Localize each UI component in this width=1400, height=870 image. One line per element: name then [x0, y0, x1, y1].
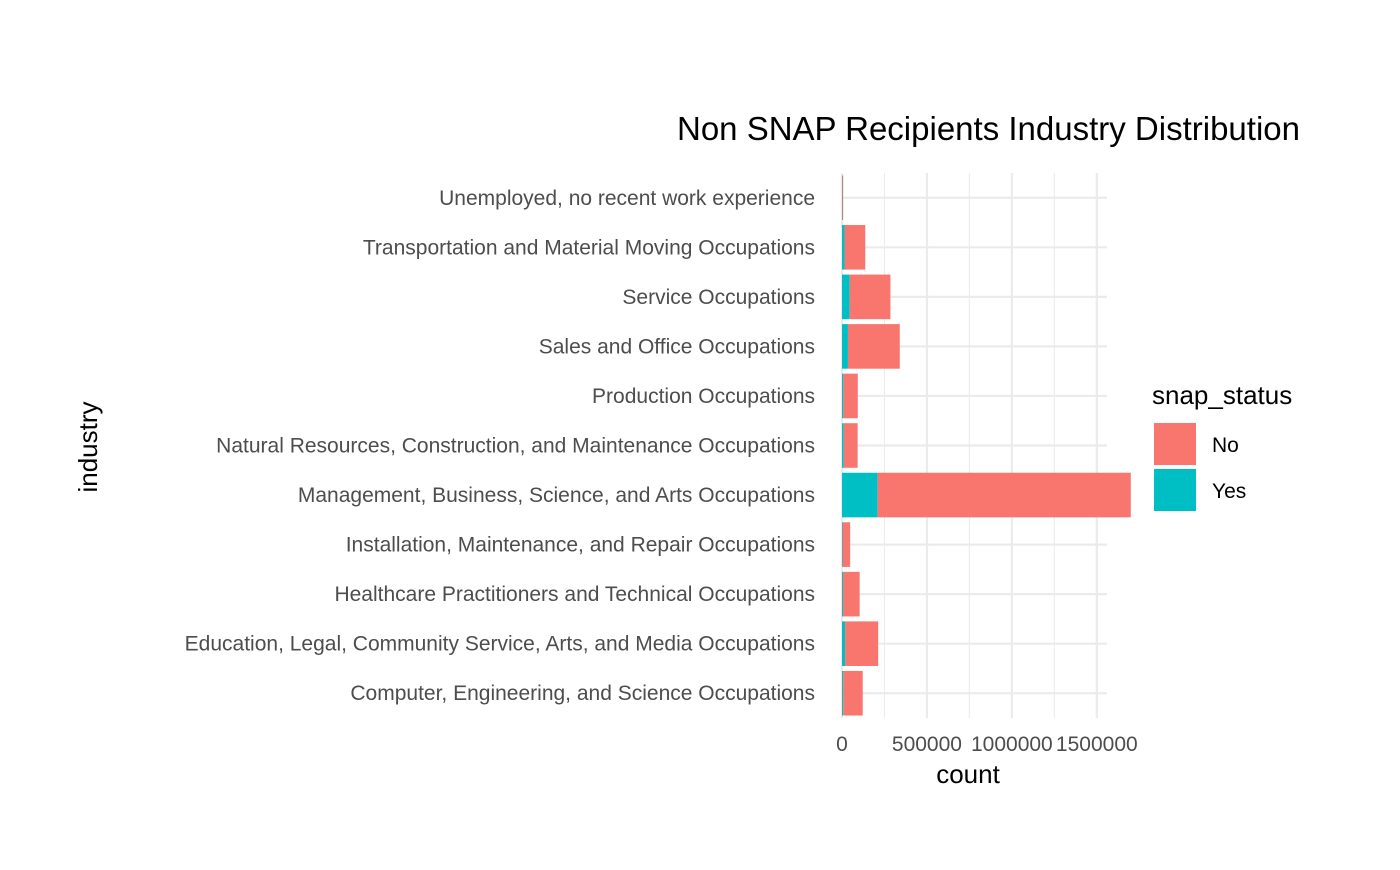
- bar-no: [843, 373, 858, 419]
- y-tick-label: Management, Business, Science, and Arts …: [298, 484, 815, 507]
- bar-no: [842, 175, 844, 221]
- bar-yes: [842, 522, 843, 567]
- bar-yes: [842, 621, 846, 666]
- y-axis-title: industry: [73, 401, 103, 492]
- bar-no: [849, 274, 891, 320]
- x-tick-label: 1000000: [971, 733, 1053, 756]
- y-tick-label: Transportation and Material Moving Occup…: [363, 236, 815, 259]
- bar-layer: [842, 175, 1131, 716]
- bar-yes: [842, 274, 850, 320]
- y-tick-label: Natural Resources, Construction, and Mai…: [216, 435, 815, 458]
- bar-no: [844, 225, 866, 270]
- y-tick-label: Production Occupations: [592, 385, 815, 408]
- y-tick-label: Healthcare Practitioners and Technical O…: [334, 583, 815, 606]
- bar-yes: [842, 225, 845, 270]
- legend-title: snap_status: [1152, 380, 1292, 410]
- bar-yes: [842, 423, 844, 468]
- bar-yes: [842, 324, 848, 369]
- x-tick-label: 1500000: [1056, 733, 1138, 756]
- legend-key-no: [1154, 423, 1196, 465]
- legend: snap_status No Yes: [1152, 380, 1292, 511]
- y-tick-label: Unemployed, no recent work experience: [439, 187, 815, 210]
- legend-label-yes: Yes: [1212, 480, 1246, 503]
- bar-no: [843, 670, 863, 716]
- bar-no: [842, 522, 851, 567]
- bar-yes: [842, 670, 844, 716]
- x-tick-label: 500000: [892, 733, 962, 756]
- x-tick-label: 0: [836, 733, 848, 756]
- bar-yes: [842, 373, 844, 419]
- legend-label-no: No: [1212, 434, 1239, 457]
- y-tick-label: Computer, Engineering, and Science Occup…: [350, 682, 815, 705]
- bar-no: [845, 621, 879, 666]
- y-tick-labels: Computer, Engineering, and Science Occup…: [185, 187, 815, 705]
- x-axis-title: count: [936, 759, 1000, 789]
- grid-layer: [840, 173, 1107, 718]
- legend-entries: No Yes: [1154, 423, 1246, 511]
- bar-no: [877, 472, 1131, 518]
- y-tick-label: Service Occupations: [622, 286, 815, 309]
- y-tick-label: Education, Legal, Community Service, Art…: [185, 633, 815, 656]
- bar-yes: [842, 571, 844, 617]
- bar-no: [843, 571, 860, 617]
- bar-yes: [842, 472, 878, 518]
- chart-title: Non SNAP Recipients Industry Distributio…: [677, 110, 1300, 147]
- y-tick-label: Sales and Office Occupations: [539, 335, 815, 358]
- bar-no: [843, 423, 858, 468]
- legend-key-yes: [1154, 469, 1196, 511]
- x-tick-labels: 0 500000 1000000 1500000: [836, 733, 1138, 756]
- bar-no: [847, 324, 900, 369]
- y-tick-label: Installation, Maintenance, and Repair Oc…: [346, 534, 815, 557]
